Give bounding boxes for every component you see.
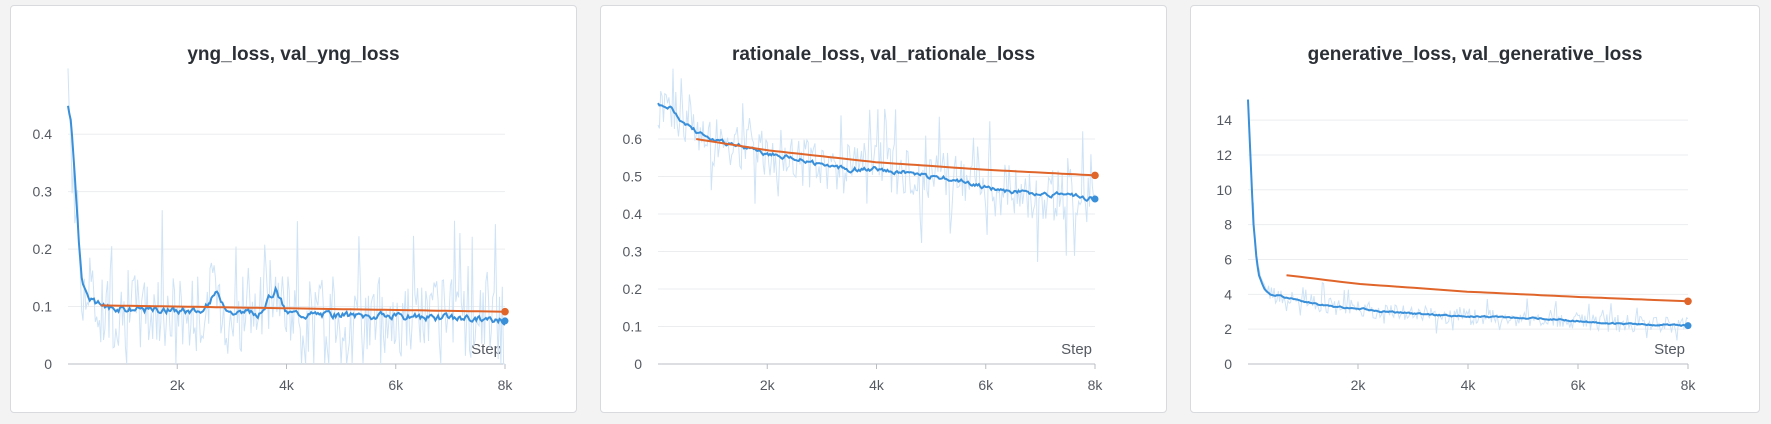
y-tick-label: 0.3 bbox=[33, 184, 53, 200]
val-line bbox=[1286, 274, 1689, 303]
y-tick-label: 0.1 bbox=[623, 319, 643, 335]
y-tick-label: 0.1 bbox=[33, 299, 53, 315]
y-tick-label: 0 bbox=[44, 356, 52, 372]
x-tick-label: 2k bbox=[760, 377, 776, 393]
x-tick-label: 2k bbox=[1351, 377, 1367, 393]
x-tick-label: 8k bbox=[498, 377, 514, 393]
x-axis-label: Step bbox=[1061, 341, 1092, 358]
x-tick-label: 4k bbox=[279, 377, 295, 393]
y-tick-label: 2 bbox=[1224, 321, 1232, 337]
chart-3: 0 2 4 6 8 10 12 14 2k 4k 6k 8k Step bbox=[1216, 99, 1697, 393]
y-tick-label: 4 bbox=[1224, 286, 1232, 302]
x-tick-label: 6k bbox=[978, 377, 994, 393]
chart-panel-3: generative_loss, val_generative_loss 0 2 4… bbox=[1190, 5, 1760, 413]
val-line bbox=[696, 138, 1096, 177]
y-tick-label: 0 bbox=[1224, 356, 1232, 372]
x-tick-label: 8k bbox=[1681, 377, 1697, 393]
val-endpoint bbox=[1684, 297, 1692, 306]
train-endpoint bbox=[1684, 322, 1692, 330]
y-tick-label: 0 bbox=[634, 356, 642, 372]
chart-1: 0 0.1 0.2 0.3 0.4 2k 4k 6k 8k Step bbox=[33, 68, 514, 393]
val-endpoint bbox=[1091, 171, 1099, 180]
y-tick-label: 0.3 bbox=[623, 244, 643, 260]
y-tick-label: 0.6 bbox=[623, 131, 643, 147]
train-raw-line bbox=[1247, 101, 1689, 341]
val-endpoint bbox=[501, 307, 509, 316]
chart-2: 0 0.1 0.2 0.3 0.4 0.5 0.6 2k 4k 6k 8k Step bbox=[623, 68, 1104, 393]
x-tick-label: 4k bbox=[1461, 377, 1477, 393]
y-tick-label: 0.2 bbox=[623, 281, 643, 297]
x-tick-label: 8k bbox=[1088, 377, 1104, 393]
train-smoothed-line bbox=[1247, 99, 1689, 328]
x-axis-label: Step bbox=[1654, 341, 1685, 358]
train-raw-line bbox=[67, 68, 505, 365]
y-tick-label: 0.4 bbox=[33, 126, 53, 142]
chart-panel-1: yng_loss, val_yng_loss 0 0.1 0.2 0.3 0.4 2k 4k… bbox=[10, 5, 577, 413]
x-tick-label: 4k bbox=[869, 377, 885, 393]
x-tick-label: 2k bbox=[170, 377, 186, 393]
chart-title: generative_loss, val_generative_loss bbox=[1307, 44, 1643, 65]
train-endpoint bbox=[1091, 195, 1099, 203]
y-tick-label: 6 bbox=[1224, 251, 1232, 267]
y-tick-label: 0.4 bbox=[623, 206, 643, 222]
y-tick-label: 14 bbox=[1216, 112, 1232, 128]
y-tick-label: 0.2 bbox=[33, 241, 53, 257]
x-tick-label: 6k bbox=[1571, 377, 1587, 393]
y-tick-label: 12 bbox=[1216, 147, 1232, 163]
val-line bbox=[100, 304, 506, 313]
x-axis-label: Step bbox=[471, 341, 502, 358]
y-tick-label: 10 bbox=[1216, 182, 1232, 198]
y-tick-label: 8 bbox=[1224, 217, 1232, 233]
chart-panel-2: rationale_loss, val_rationale_loss 0 0.1 0… bbox=[600, 5, 1167, 413]
x-tick-label: 6k bbox=[388, 377, 404, 393]
chart-title: yng_loss, val_yng_loss bbox=[187, 44, 400, 65]
train-raw-line bbox=[657, 68, 1096, 263]
y-tick-label: 0.5 bbox=[623, 169, 643, 185]
train-smoothed-line bbox=[67, 105, 506, 326]
train-endpoint bbox=[501, 317, 509, 325]
chart-title: rationale_loss, val_rationale_loss bbox=[731, 44, 1036, 65]
